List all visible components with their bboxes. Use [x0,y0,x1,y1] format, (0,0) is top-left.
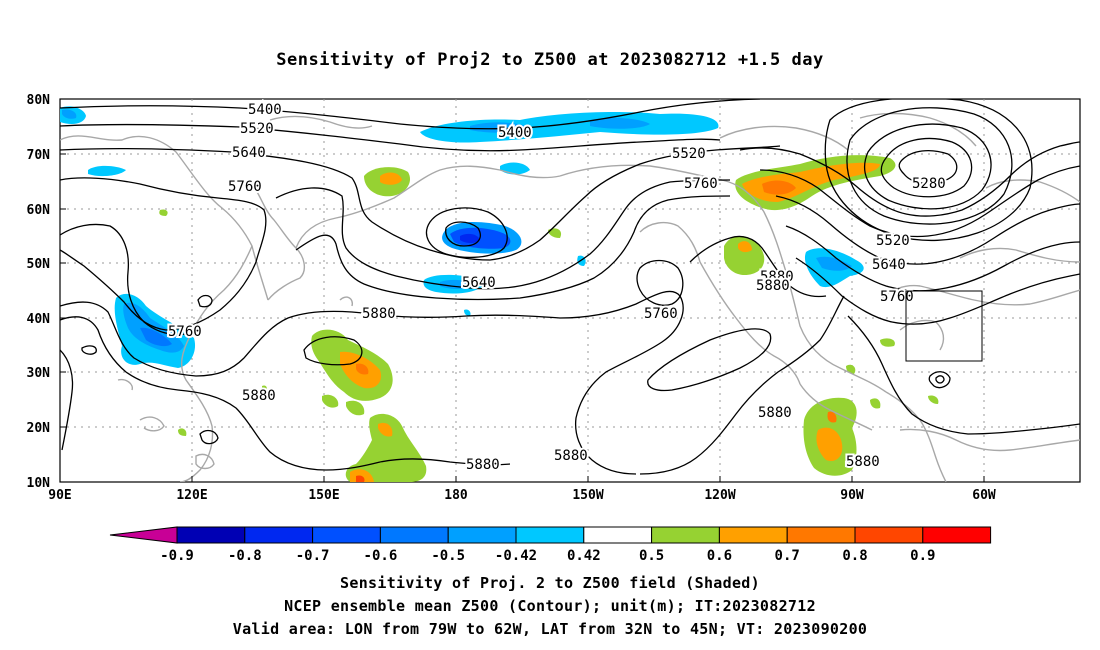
lat-tick-label: 20N [27,421,51,436]
z500-contours [60,99,1080,475]
colorbar-label: 0.42 [567,548,601,564]
contour-label: 5760 [644,306,678,322]
shade-pos-west-pacific-2 [322,394,339,408]
caption-line-3: Valid area: LON from 79W to 62W, LAT fro… [232,620,868,638]
lat-tick-label: 60N [27,203,51,218]
shade-pos-caribbean [870,398,881,409]
valid-area-box [905,290,983,362]
lon-tick-label: 180 [444,488,468,503]
colorbar-swatch [312,526,381,544]
colorbar-swatch [786,526,856,544]
colorbar-swatch [922,526,992,544]
lon-tick-label: 90W [840,488,864,503]
caption-line-2: NCEP ensemble mean Z500 (Contour); unit(… [284,597,816,615]
colorbar-label: 0.7 [775,548,800,564]
lon-tick-label: 150W [572,488,603,503]
colorbar-label: -0.9 [160,548,194,564]
colorbar-swatch [515,526,585,544]
colorbar-low-end [109,526,178,544]
lon-tick-label: 90E [48,488,71,503]
caption-line-1: Sensitivity of Proj. 2 to Z500 field (Sh… [340,574,760,592]
colorbar: -0.9 -0.8 -0.7 -0.6 -0.5 -0.42 0.42 0.5 0.6 0.7 0.… [109,526,992,564]
contour-label: 5640 [872,257,906,273]
contour-5760-main [60,177,267,331]
contour-5400-west [60,99,761,130]
contour-label: 5400 [498,125,532,141]
contour-label: 5760 [168,324,202,340]
contour-label: 5520 [240,121,274,137]
lat-tick-label: 50N [27,257,51,272]
contour-label: 5880 [758,405,792,421]
colorbar-swatch [651,526,720,544]
colorbar-swatch [176,526,246,544]
lon-tick-label: 150E [308,488,339,503]
colorbar-label: -0.7 [296,548,330,564]
colorbar-swatch [854,526,924,544]
contour-5640-west [60,145,781,261]
contour-5520-west [60,123,721,152]
shade-neg-arctic-north [420,112,719,143]
contour-dateline-low [445,221,481,247]
lat-tick-label: 70N [27,148,51,163]
lat-tick-label: 30N [27,366,51,381]
contour-label: 5880 [756,278,790,294]
contour-label: 5880 [242,388,276,404]
contour-label: 5520 [876,233,910,249]
lat-axis: 80N 70N 60N 50N 40N 30N 20N 10N [27,93,51,491]
lon-axis: 90E 120E 150E 180 150W 120W 90W 60W [48,488,996,503]
colorbar-label: 0.8 [842,548,867,564]
colorbar-label: 0.9 [910,548,935,564]
colorbar-swatch [583,526,653,544]
contour-label: 5520 [672,146,706,162]
contour-label: 5880 [466,457,500,473]
shade-pos-west-canada [724,235,765,276]
colorbar-label: -0.42 [495,548,537,564]
contour-label: 5880 [846,454,880,470]
contour-label: 5880 [362,306,396,322]
lat-tick-label: 80N [27,93,51,108]
contour-5880-main [60,290,684,475]
colorbar-label: -0.8 [228,548,262,564]
lon-tick-label: 60W [972,488,996,503]
contour-label: 5640 [232,145,266,161]
colorbar-swatch [718,526,788,544]
contour-label: 5760 [684,176,718,192]
colorbar-label: -0.6 [364,548,398,564]
contour-label: 5760 [228,179,262,195]
lon-tick-label: 120W [704,488,735,503]
contour-label: 5640 [462,275,496,291]
colorbar-label: 0.6 [707,548,732,564]
colorbar-label: -0.5 [431,548,465,564]
shade-neg-kamchatka [88,165,126,177]
map-title: Sensitivity of Proj2 to Z500 at 20230827… [276,50,824,70]
colorbar-swatch [379,526,449,544]
contour-label: 5280 [912,176,946,192]
contour-label: 5400 [248,102,282,118]
contour-low-centre [898,149,958,185]
coastlines [60,112,1080,482]
lat-tick-label: 40N [27,312,51,327]
contour-label: 5880 [760,269,794,285]
colorbar-swatch [244,526,314,544]
lon-tick-label: 120E [176,488,207,503]
contour-labels: 5400 5400 5520 5520 5520 5640 5640 5640 … [166,100,948,475]
lat-tick-label: 10N [27,476,51,491]
contour-label: 5880 [554,448,588,464]
colorbar-label: 0.5 [639,548,664,564]
colorbar-swatch [447,526,517,544]
